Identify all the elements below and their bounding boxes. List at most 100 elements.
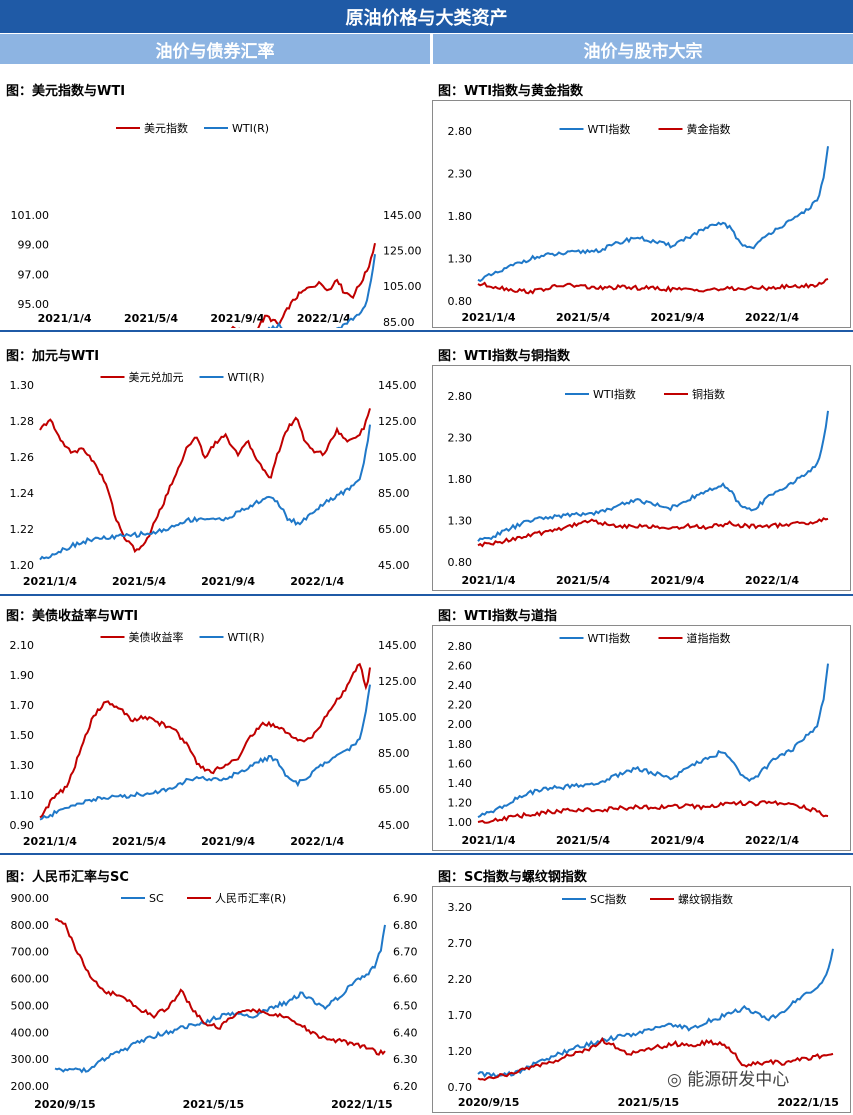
y-left-tick-label: 2.40 (448, 679, 473, 692)
y-right-tick-label: 6.70 (393, 946, 418, 959)
y-left-tick-label: 101.00 (11, 209, 50, 222)
watermark-text: 能源研发中心 (687, 1070, 790, 1090)
x-tick-label: 2021/5/15 (183, 1098, 245, 1111)
x-tick-label: 2021/1/4 (462, 311, 516, 324)
watermark: ◎ 能源研发中心 (667, 1065, 789, 1090)
section-right-title: 油价与股市大宗 (583, 41, 703, 62)
y-right-tick-label: 65.00 (378, 783, 410, 796)
legend-label-1: 道指指数 (687, 631, 731, 645)
x-tick-label: 2021/1/4 (38, 312, 92, 325)
y-left-tick-label: 800.00 (11, 919, 50, 932)
x-tick-label: 2021/5/4 (112, 835, 166, 848)
y-left-tick-label: 95.00 (18, 298, 50, 311)
y-left-tick-label: 1.30 (10, 379, 35, 392)
y-right-tick-label: 45.00 (378, 819, 410, 832)
legend-label-1: WTI(R) (232, 122, 269, 135)
y-left-tick-label: 1.20 (10, 559, 35, 572)
series-line-0 (477, 146, 829, 283)
y-left-tick-label: 2.20 (448, 699, 473, 712)
y-left-tick-label: 1.26 (10, 451, 35, 464)
y-left-tick-label: 1.60 (448, 757, 473, 770)
y-right-tick-label: 145.00 (378, 379, 417, 392)
legend-label-1: WTI(R) (228, 371, 265, 384)
y-left-tick-label: 1.30 (10, 759, 35, 772)
y-left-tick-label: 900.00 (11, 892, 50, 905)
x-tick-label: 2022/1/4 (745, 311, 799, 324)
legend-label-0: WTI指数 (588, 631, 631, 645)
y-right-tick-label: 105.00 (378, 711, 417, 724)
x-tick-label: 2022/1/4 (745, 574, 799, 587)
series-line-1 (39, 424, 371, 561)
y-left-tick-label: 500.00 (11, 999, 50, 1012)
y-left-tick-label: 2.30 (448, 168, 473, 181)
x-tick-label: 2021/5/4 (112, 575, 166, 588)
x-tick-label: 2021/5/4 (124, 312, 178, 325)
section-left-title: 油价与债券汇率 (155, 41, 275, 62)
chart-ust-wti: 0.90 1.10 1.30 1.50 1.70 1.90 2.10 45.00 65.00 85… (10, 630, 417, 848)
y-left-tick-label: 1.30 (448, 253, 473, 266)
chart-title-usd-wti: 图：美元指数与WTI (6, 84, 126, 99)
series-line-1 (477, 799, 829, 824)
y-right-tick-label: 45.00 (378, 559, 410, 572)
series-line-1 (477, 277, 829, 295)
y-left-tick-label: 1.24 (10, 487, 35, 500)
y-left-tick-label: 1.28 (10, 415, 35, 428)
series-line-0 (54, 924, 386, 1074)
chart-wti-copper: 0.80 1.30 1.80 2.30 2.80 2021/1/4 2021/5/4 2021… (448, 387, 829, 587)
y-right-tick-label: 85.00 (383, 316, 415, 328)
y-left-tick-label: 1.80 (448, 473, 473, 486)
series-line-1 (54, 918, 386, 1056)
x-tick-label: 2021/1/4 (462, 574, 516, 587)
y-left-tick-label: 300.00 (11, 1053, 50, 1066)
y-right-tick-label: 85.00 (378, 747, 410, 760)
y-left-tick-label: 3.20 (448, 901, 473, 914)
x-tick-label: 2021/9/4 (201, 835, 255, 848)
y-left-tick-label: 2.60 (448, 660, 473, 673)
series-line-0 (39, 662, 371, 819)
x-tick-label: 2021/1/4 (23, 575, 77, 588)
series-line-1 (477, 1036, 834, 1082)
y-right-tick-label: 6.20 (393, 1080, 418, 1093)
x-tick-label: 2022/1/4 (290, 835, 344, 848)
y-right-tick-label: 145.00 (383, 209, 422, 222)
y-left-tick-label: 2.80 (448, 125, 473, 138)
x-tick-label: 2021/5/4 (556, 574, 610, 587)
legend-label-1: 铜指数 (692, 387, 725, 401)
y-right-tick-label: 6.80 (393, 919, 418, 932)
y-right-tick-label: 6.60 (393, 973, 418, 986)
y-left-tick-label: 1.50 (10, 729, 35, 742)
y-left-tick-label: 0.90 (10, 819, 35, 832)
y-left-tick-label: 97.00 (18, 268, 50, 281)
y-left-tick-label: 99.00 (18, 239, 50, 252)
y-right-tick-label: 125.00 (378, 415, 417, 428)
x-tick-label: 2021/9/4 (210, 312, 264, 325)
series-line-0 (477, 663, 829, 818)
series-line-0 (39, 408, 371, 554)
legend-label-1: 黄金指数 (687, 122, 731, 136)
x-tick-label: 2021/9/4 (201, 575, 255, 588)
y-left-tick-label: 200.00 (11, 1080, 50, 1093)
chart-title-wti-dow: 图：WTI指数与道指 (438, 609, 558, 624)
y-right-tick-label: 85.00 (378, 487, 410, 500)
y-left-tick-label: 1.80 (448, 738, 473, 751)
chart-title-ust-wti: 图：美债收益率与WTI (6, 609, 139, 624)
y-left-tick-label: 1.10 (10, 789, 35, 802)
y-left-tick-label: 0.70 (448, 1081, 473, 1094)
chart-cad-wti: 1.20 1.22 1.24 1.26 1.28 1.30 45.00 65.00 85.00 1… (10, 370, 417, 588)
x-tick-label: 2021/5/4 (556, 834, 610, 847)
legend-label-0: SC (149, 892, 164, 905)
chart-title-rmb-sc: 图：人民币汇率与SC (6, 870, 129, 885)
y-left-tick-label: 1.40 (448, 777, 473, 790)
wechat-icon: ◎ (667, 1070, 688, 1090)
y-left-tick-label: 1.80 (448, 210, 473, 223)
series-line-0 (129, 242, 376, 328)
x-tick-label: 2021/9/4 (651, 574, 705, 587)
x-tick-label: 2021/9/4 (651, 834, 705, 847)
x-tick-label: 2021/9/4 (651, 311, 705, 324)
y-right-tick-label: 105.00 (383, 280, 422, 293)
y-right-tick-label: 6.40 (393, 1026, 418, 1039)
chart-title-sc-rebar: 图：SC指数与螺纹钢指数 (438, 870, 587, 885)
y-left-tick-label: 2.80 (448, 390, 473, 403)
y-right-tick-label: 6.50 (393, 999, 418, 1012)
y-left-tick-label: 400.00 (11, 1026, 50, 1039)
